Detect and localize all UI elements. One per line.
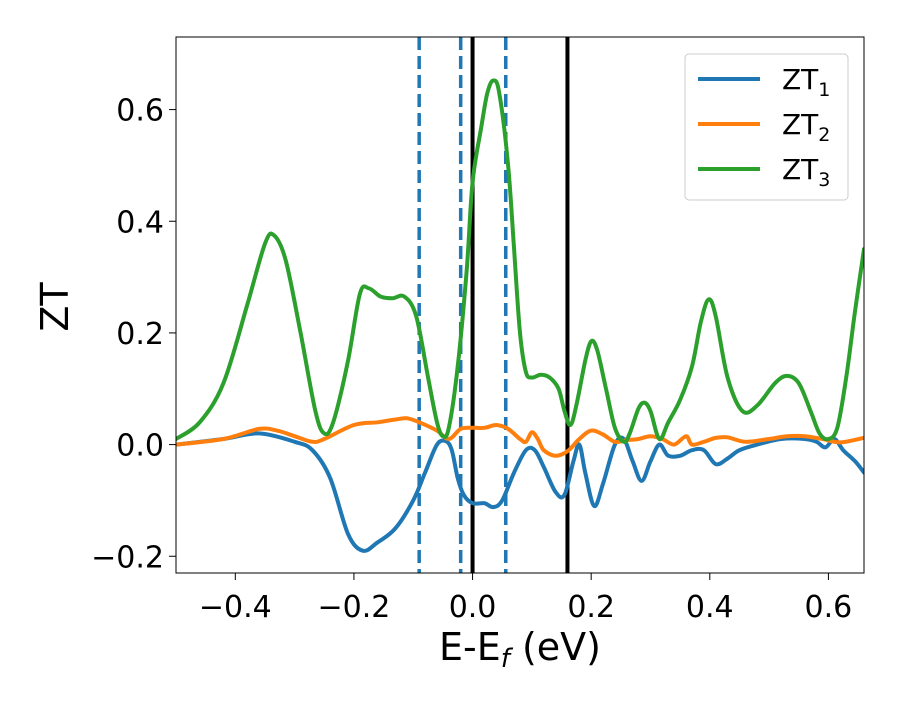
legend: ZT1 ZT2 ZT3 — [684, 53, 849, 201]
x-tick-label: 0.6 — [805, 590, 853, 625]
y-axis-label: ZT — [33, 282, 77, 332]
x-tick-label: 0.0 — [449, 590, 497, 625]
x-tick-label: −0.4 — [199, 590, 272, 625]
legend-label-zt2: ZT2 — [782, 108, 830, 146]
plot-area-frame — [175, 36, 865, 574]
x-axis-label-main: E-E — [439, 625, 501, 669]
y-axis-ticks: −0.2 0.0 0.2 0.4 0.6 — [91, 94, 176, 575]
x-tick-label: −0.2 — [318, 590, 391, 625]
y-tick-label: 0.6 — [116, 94, 164, 129]
y-tick-label: 0.0 — [116, 429, 164, 464]
x-axis-ticks: −0.4 −0.2 0.0 0.2 0.4 0.6 — [199, 573, 852, 625]
series-lines — [176, 78, 864, 553]
y-tick-label: −0.2 — [91, 540, 164, 575]
x-axis-label-unit: (eV) — [510, 625, 601, 669]
legend-frame — [684, 53, 849, 201]
series-line-zt2 — [176, 416, 864, 458]
x-axis-label: E-Ef (eV) — [439, 625, 601, 674]
x-tick-label: 0.2 — [567, 590, 615, 625]
y-tick-label: 0.2 — [116, 317, 164, 352]
x-tick-label: 0.4 — [686, 590, 734, 625]
legend-label-zt3: ZT3 — [782, 153, 830, 191]
series-line-zt1 — [176, 431, 864, 553]
legend-label-zt1: ZT1 — [782, 63, 830, 101]
y-tick-label: 0.4 — [116, 205, 164, 240]
series-line-zt3 — [176, 78, 864, 444]
